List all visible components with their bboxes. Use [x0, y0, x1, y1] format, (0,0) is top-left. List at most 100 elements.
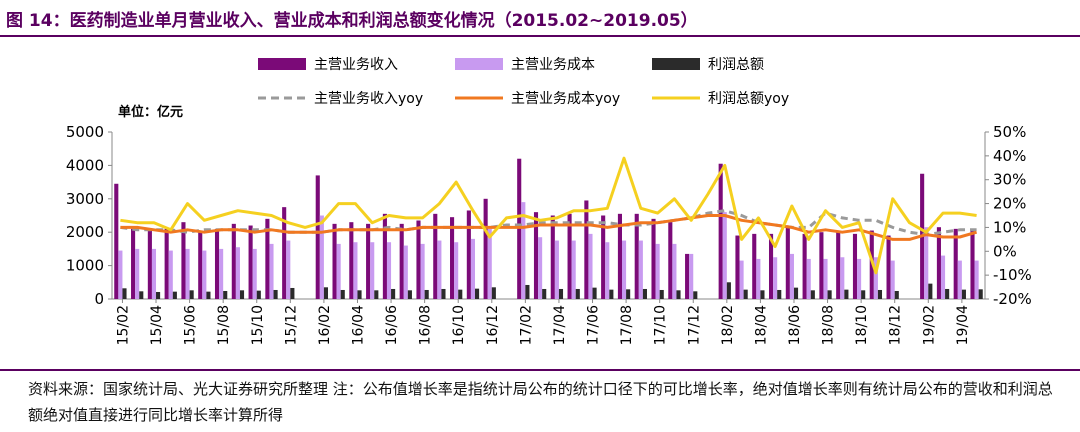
bar-s0-43: [836, 230, 841, 299]
x-tick-22: 18/10: [854, 305, 870, 345]
bar-s0-1: [131, 228, 136, 299]
title-divider: [0, 35, 1080, 37]
bar-s2-41: [810, 290, 815, 299]
legend-swatch-0: [258, 58, 306, 70]
line-series-2: [120, 156, 977, 275]
bar-s2-22: [491, 287, 496, 299]
bar-s0-31: [634, 213, 639, 299]
bar-s2-7: [239, 290, 245, 299]
bar-s0-28: [584, 200, 589, 299]
x-tick-20: 18/06: [787, 305, 803, 345]
bar-s1-5: [202, 250, 207, 299]
bar-s1-17: [403, 245, 408, 299]
bar-s0-20: [450, 217, 455, 299]
x-tick-16: 17/10: [653, 305, 669, 345]
bar-s1-8: [252, 248, 257, 299]
bar-s0-26: [550, 215, 555, 299]
bar-s0-51: [970, 228, 975, 299]
bar-s0-3: [164, 228, 169, 299]
x-tick-21: 18/08: [821, 305, 837, 345]
bar-s2-38: [760, 290, 765, 299]
bar-s2-50: [961, 289, 966, 299]
bar-s1-40: [789, 253, 794, 299]
bar-s2-4: [189, 290, 194, 299]
bar-s1-15: [370, 242, 375, 299]
bar-s0-15: [366, 223, 371, 299]
bar-s2-1: [139, 291, 144, 299]
bar-s2-25: [542, 288, 547, 299]
bar-s2-9: [273, 289, 278, 299]
bar-s0-40: [785, 225, 790, 299]
bar-s1-22: [487, 228, 492, 299]
x-tick-13: 17/04: [552, 305, 568, 345]
bar-s1-19: [437, 240, 442, 299]
bar-s2-49: [945, 288, 950, 299]
bar-s1-16: [386, 242, 392, 299]
bar-s2-46: [894, 290, 899, 299]
legend-swatch-2: [652, 58, 700, 70]
y-left-tick-5: 5000: [66, 123, 104, 141]
x-tick-9: 16/08: [418, 305, 434, 345]
bar-s0-34: [685, 253, 690, 299]
legend-line-label-0: 主营业务收入yoy: [314, 91, 423, 107]
bar-s2-42: [827, 290, 832, 299]
bar-s0-0: [114, 183, 119, 299]
y-right-tick-3: 10%: [993, 218, 1026, 236]
bar-s0-50: [953, 228, 958, 299]
bar-s1-9: [269, 243, 274, 299]
bar-s0-2: [147, 230, 152, 299]
bar-s2-10: [290, 287, 295, 299]
bar-s2-8: [256, 290, 261, 299]
y-right-tick-1: -10%: [993, 266, 1032, 284]
bar-s1-39: [773, 257, 778, 299]
x-tick-2: 15/06: [183, 305, 199, 345]
y-left-tick-4: 4000: [66, 156, 104, 174]
x-tick-7: 16/04: [350, 305, 366, 345]
legend-swatch-1: [455, 58, 503, 70]
x-tick-3: 15/08: [216, 305, 232, 345]
bar-s0-39: [768, 233, 774, 299]
bar-s1-51: [974, 260, 979, 299]
bar-s0-4: [181, 222, 186, 299]
bar-s0-13: [332, 223, 337, 299]
legend-label-2: 利润总额: [708, 57, 764, 73]
x-tick-24: 19/02: [921, 305, 937, 345]
bar-s1-26: [554, 240, 559, 299]
bar-s2-19: [441, 288, 446, 299]
bar-s1-48: [924, 227, 929, 299]
bar-s2-43: [844, 289, 849, 299]
bar-s1-45: [873, 257, 878, 299]
bar-s1-6: [219, 248, 224, 299]
bar-s2-17: [407, 290, 412, 299]
bar-s2-37: [743, 289, 748, 299]
bar-s1-31: [638, 240, 643, 299]
bar-s1-13: [336, 243, 341, 299]
bar-s1-36: [722, 212, 727, 299]
bar-s1-50: [957, 260, 962, 299]
bar-s0-14: [349, 222, 354, 299]
unit-label: 单位：亿元: [118, 104, 183, 120]
x-tick-12: 17/02: [518, 305, 534, 345]
x-tick-19: 18/04: [753, 305, 769, 345]
bar-s1-18: [420, 243, 425, 299]
bar-s1-30: [621, 240, 627, 299]
x-tick-25: 19/04: [955, 305, 971, 345]
bar-s2-5: [206, 291, 211, 299]
bar-s1-12: [319, 215, 324, 299]
bar-s0-16: [382, 213, 387, 299]
bar-s1-14: [353, 242, 358, 299]
bar-s0-6: [214, 228, 220, 299]
x-tick-1: 15/04: [149, 305, 165, 345]
y-right-tick-5: 30%: [993, 171, 1026, 189]
bar-s2-16: [391, 288, 396, 299]
bar-s2-48: [928, 283, 933, 299]
bar-s2-29: [609, 289, 614, 299]
bar-s0-18: [416, 220, 421, 299]
bar-s0-42: [819, 232, 824, 299]
y-right-tick-0: -20%: [993, 290, 1032, 308]
bar-s2-2: [156, 291, 161, 299]
bar-s0-5: [198, 230, 203, 299]
bar-s0-17: [399, 223, 404, 299]
x-tick-0: 15/02: [115, 305, 131, 345]
